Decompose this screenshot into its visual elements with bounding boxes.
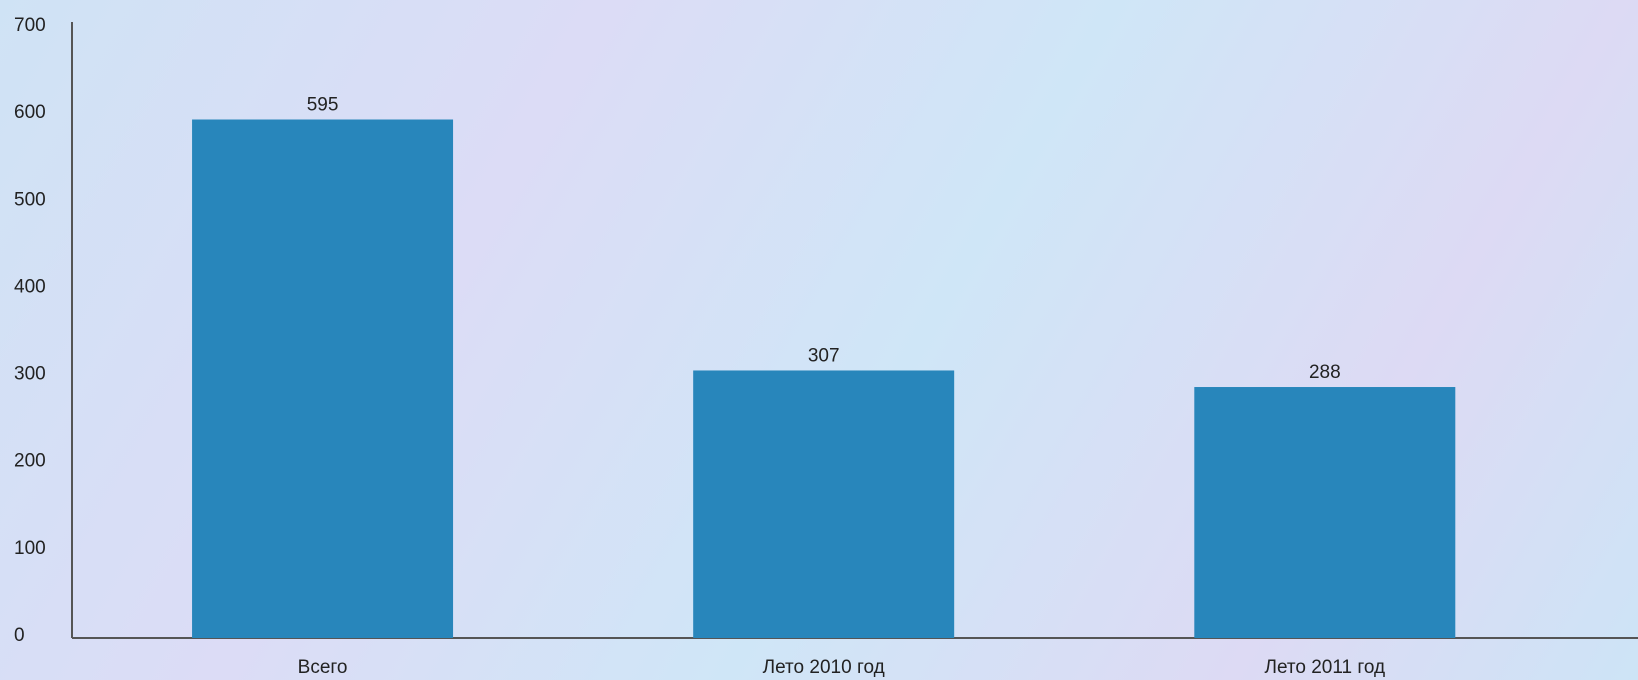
y-tick-label: 400 (14, 276, 46, 297)
y-tick-label: 0 (14, 625, 25, 646)
y-tick-label: 300 (14, 364, 46, 385)
data-label: 595 (307, 95, 339, 116)
y-tick-label: 500 (14, 189, 46, 210)
bar (192, 119, 454, 638)
x-tick-label: Лето 2011 год (1264, 657, 1385, 678)
y-tick-label: 200 (14, 451, 46, 472)
y-tick-label: 700 (14, 15, 46, 36)
x-tick-label: Лето 2010 год (763, 657, 885, 678)
y-tick-label: 100 (14, 538, 46, 559)
data-label: 288 (1309, 362, 1341, 383)
data-label: 307 (808, 345, 840, 366)
y-tick-label: 600 (14, 102, 46, 123)
bar (1194, 387, 1456, 638)
bar (693, 370, 955, 638)
x-tick-label: Всего (298, 657, 348, 678)
